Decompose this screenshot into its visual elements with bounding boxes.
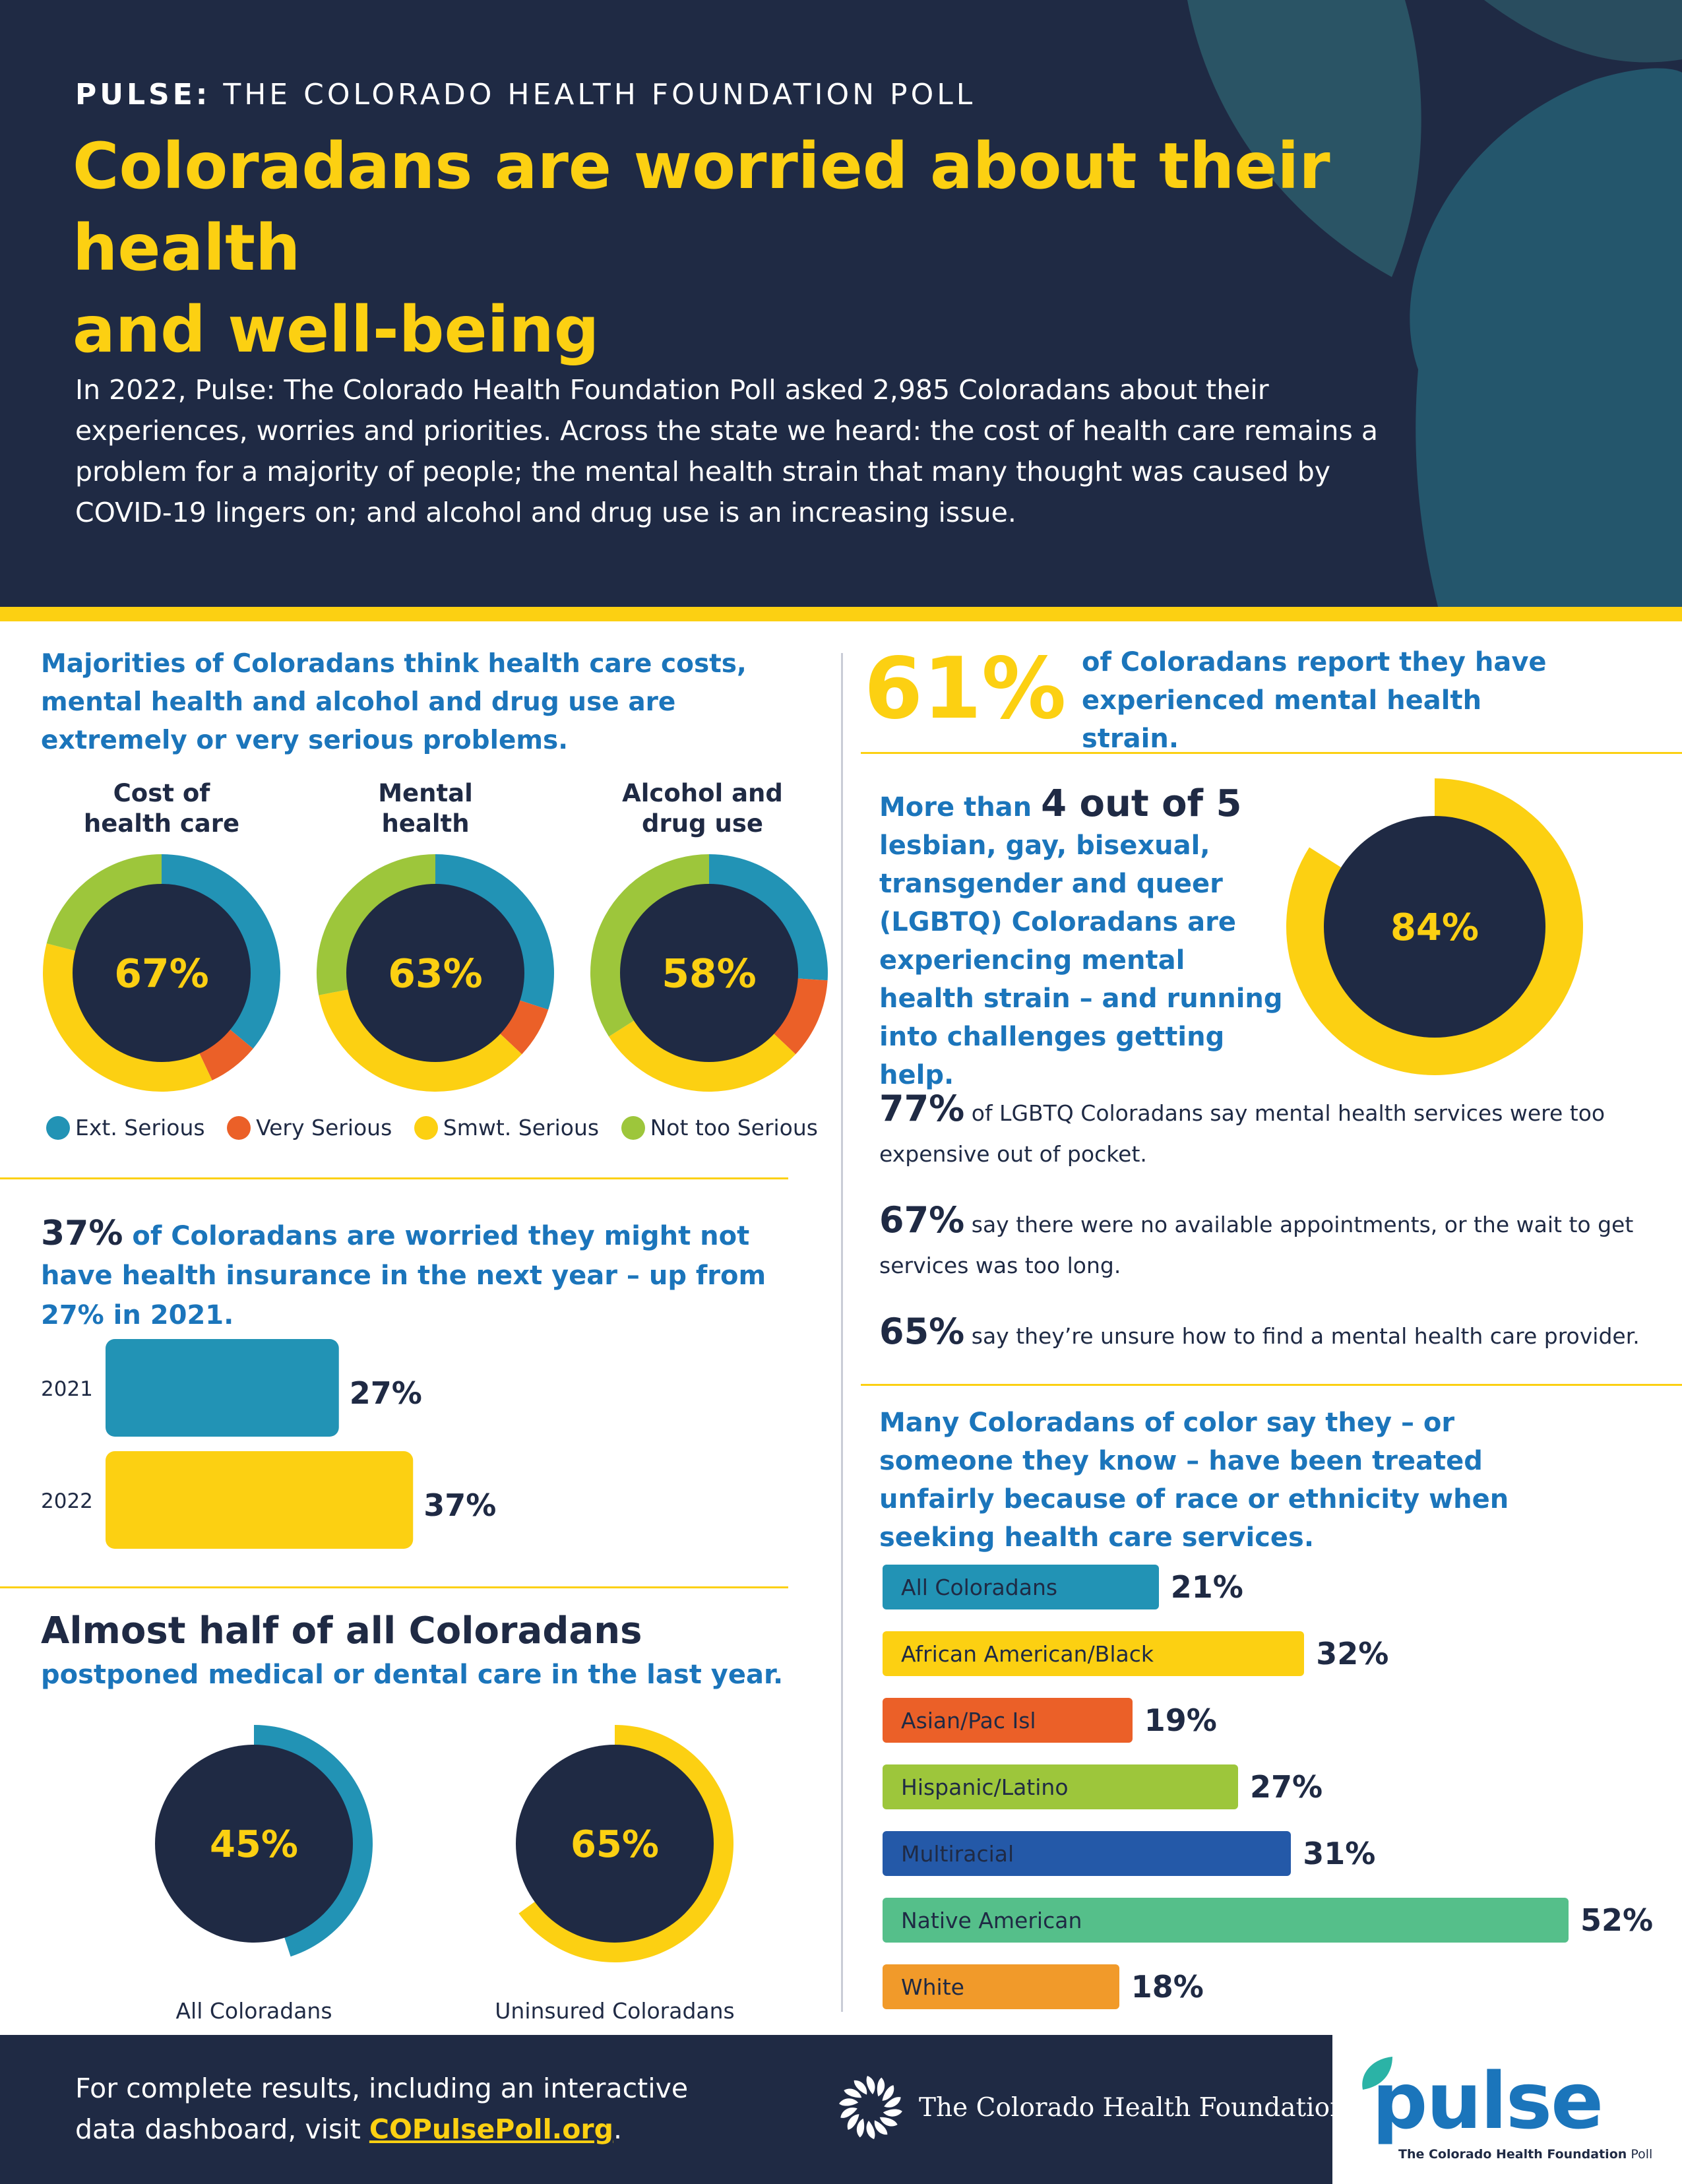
unfair-row: Asian/Pac Isl 19% [883, 1698, 1217, 1743]
lgbtq-donut: 84% [1286, 778, 1583, 1075]
problems-legend: Ext. Serious Very Serious Smwt. Serious … [46, 1115, 818, 1140]
sunburst-ray [884, 2097, 901, 2107]
page-title: Coloradans are worried about their healt… [73, 129, 1330, 367]
sunburst-ray [879, 2117, 898, 2127]
section-divider [861, 1384, 1682, 1386]
unfair-value: 31% [1303, 1836, 1376, 1871]
insurance-bar-2022 [106, 1451, 414, 1549]
postponed-all-value: 45% [210, 1823, 298, 1866]
legend-ext-serious: Ext. Serious [46, 1115, 205, 1140]
problem-donut-1-center [346, 884, 524, 1062]
problem-donut-2-center [620, 884, 798, 1062]
unfair-bar: Native American [883, 1898, 1569, 1943]
unfair-value: 18% [1131, 1969, 1204, 2005]
column-divider [841, 653, 843, 2012]
postponed-donuts: 45% All Coloradans 65% Uninsured Coloradans [155, 1725, 735, 2024]
leaf-decoration [1187, 0, 1682, 607]
sunburst-ray [883, 2109, 902, 2117]
pulse-logo: pulse The Colorado Health Foundation Pol… [1332, 2035, 1682, 2184]
sunburst-ray [874, 2120, 888, 2135]
sunburst-ray [844, 2088, 862, 2098]
lgbtq-stats: 77% of LGBTQ Coloradans say mental healt… [879, 1088, 1658, 1357]
donut-label-alcohol: Alcohol and drug use [622, 779, 783, 838]
sunburst-ray [856, 2118, 865, 2138]
insurance-title: 37% of Coloradans are worried they might… [41, 1214, 766, 1330]
insurance-value-2021: 27% [350, 1375, 422, 1411]
sunburst-icon [839, 2076, 902, 2139]
unfair-row: Multiracial 31% [883, 1831, 1375, 1876]
donut-label-cost: Cost of health care [83, 779, 240, 838]
unfair-value: 52% [1580, 1902, 1654, 1938]
foundation-logo: The Colorado Health Foundation ™ [834, 2071, 1358, 2144]
footer [0, 2035, 1332, 2184]
unfair-row: African American/Black 32% [883, 1631, 1388, 1676]
unfair-row: White 18% [883, 1964, 1204, 2009]
problem-donut-2-center-label: 58% [662, 951, 757, 997]
sunburst-ray [866, 2121, 875, 2139]
footer-text: For complete results, including an inter… [75, 2073, 689, 2145]
sunburst-ray [840, 2107, 857, 2118]
unfair-bar: Asian/Pac Isl [883, 1698, 1133, 1743]
unfair-row: Hispanic/Latino 27% [883, 1764, 1323, 1809]
unfair-bar: Hispanic/Latino [883, 1764, 1239, 1809]
postponed-uninsured-label: Uninsured Coloradans [495, 1998, 735, 2024]
postponed-all-label: All Coloradans [175, 1998, 332, 2024]
leaf-icon [1362, 2057, 1392, 2090]
sunburst-ray [854, 2080, 867, 2095]
stat-expensive: 77% of LGBTQ Coloradans say mental healt… [879, 1088, 1605, 1168]
insurance-bar-2021 [106, 1339, 339, 1437]
postponed-subtitle: postponed medical or dental care in the … [41, 1660, 784, 1690]
lgbtq-value: 84% [1390, 906, 1479, 949]
unfair-bar-chart: All Coloradans 21% African American/Black 3… [883, 1565, 1682, 2013]
stat-appointments: 67% say there were no available appointm… [879, 1199, 1634, 1279]
insurance-bar-chart: 2021 27% 2022 37% [41, 1339, 496, 1549]
insurance-value-2022: 37% [423, 1487, 496, 1523]
problem-donut-0-center-label: 67% [114, 951, 209, 997]
legend-not-serious: Not too Serious [621, 1115, 818, 1140]
section-divider [861, 752, 1682, 754]
header-divider [0, 607, 1682, 621]
sunburst-ray [839, 2098, 859, 2106]
problems-donuts: 67% 63% 58% [43, 854, 828, 1092]
mental-strain-text: of Coloradans report they have experienc… [1082, 647, 1547, 754]
unfair-title: Many Coloradans of color say they – or s… [879, 1408, 1509, 1553]
unfair-value: 19% [1144, 1702, 1217, 1738]
unfair-value: 27% [1250, 1769, 1323, 1805]
postponed-uninsured-value: 65% [571, 1823, 659, 1866]
intro-paragraph: In 2022, Pulse: The Colorado Health Foun… [75, 374, 1378, 528]
section-divider [0, 1177, 788, 1179]
lgbtq-statement: More than 4 out of 5 lesbian, gay, bisexu… [879, 782, 1283, 1091]
postponed-uninsured-center [516, 1745, 714, 1943]
legend-very-serious: Very Serious [227, 1115, 392, 1140]
insurance-year-2022: 2022 [41, 1489, 93, 1513]
header-banner: PULSE: THE COLORADO HEALTH FOUNDATION PO… [0, 0, 1682, 607]
problems-title: Majorities of Coloradans think health ca… [41, 649, 747, 755]
unfair-value: 32% [1316, 1636, 1389, 1671]
postponed-all-center [155, 1745, 353, 1943]
problem-donut-1-center-label: 63% [388, 951, 483, 997]
unfair-bar: African American/Black [883, 1631, 1305, 1676]
insurance-year-2021: 2021 [41, 1377, 93, 1401]
postponed-all-arc [254, 1725, 373, 1957]
problem-donut-0-center [73, 884, 251, 1062]
website-link[interactable]: COPulsePoll.org [369, 2113, 613, 2145]
sunburst-ray [847, 2114, 859, 2130]
unfair-bar: Multiracial [883, 1831, 1292, 1876]
lgbtq-center [1324, 816, 1545, 1038]
legend-smwt-serious: Smwt. Serious [414, 1115, 599, 1140]
sunburst-ray [877, 2077, 885, 2097]
unfair-row: Native American 52% [883, 1898, 1653, 1943]
postponed-title: Almost half of all Coloradans [41, 1609, 642, 1652]
sunburst-ray [866, 2076, 875, 2094]
unfair-row: All Coloradans 21% [883, 1565, 1243, 1609]
poll-kicker: PULSE: THE COLORADO HEALTH FOUNDATION PO… [75, 78, 976, 111]
unfair-bar: All Coloradans [883, 1565, 1159, 1609]
mental-strain-percent: 61% [864, 640, 1067, 738]
section-divider [0, 1586, 788, 1588]
unfair-bar: White [883, 1964, 1119, 2009]
stat-unsure: 65% say they’re unsure how to find a men… [879, 1311, 1640, 1352]
donut-label-mental: Mental health [378, 779, 473, 838]
unfair-value: 21% [1170, 1569, 1243, 1605]
sunburst-ray [882, 2085, 894, 2101]
